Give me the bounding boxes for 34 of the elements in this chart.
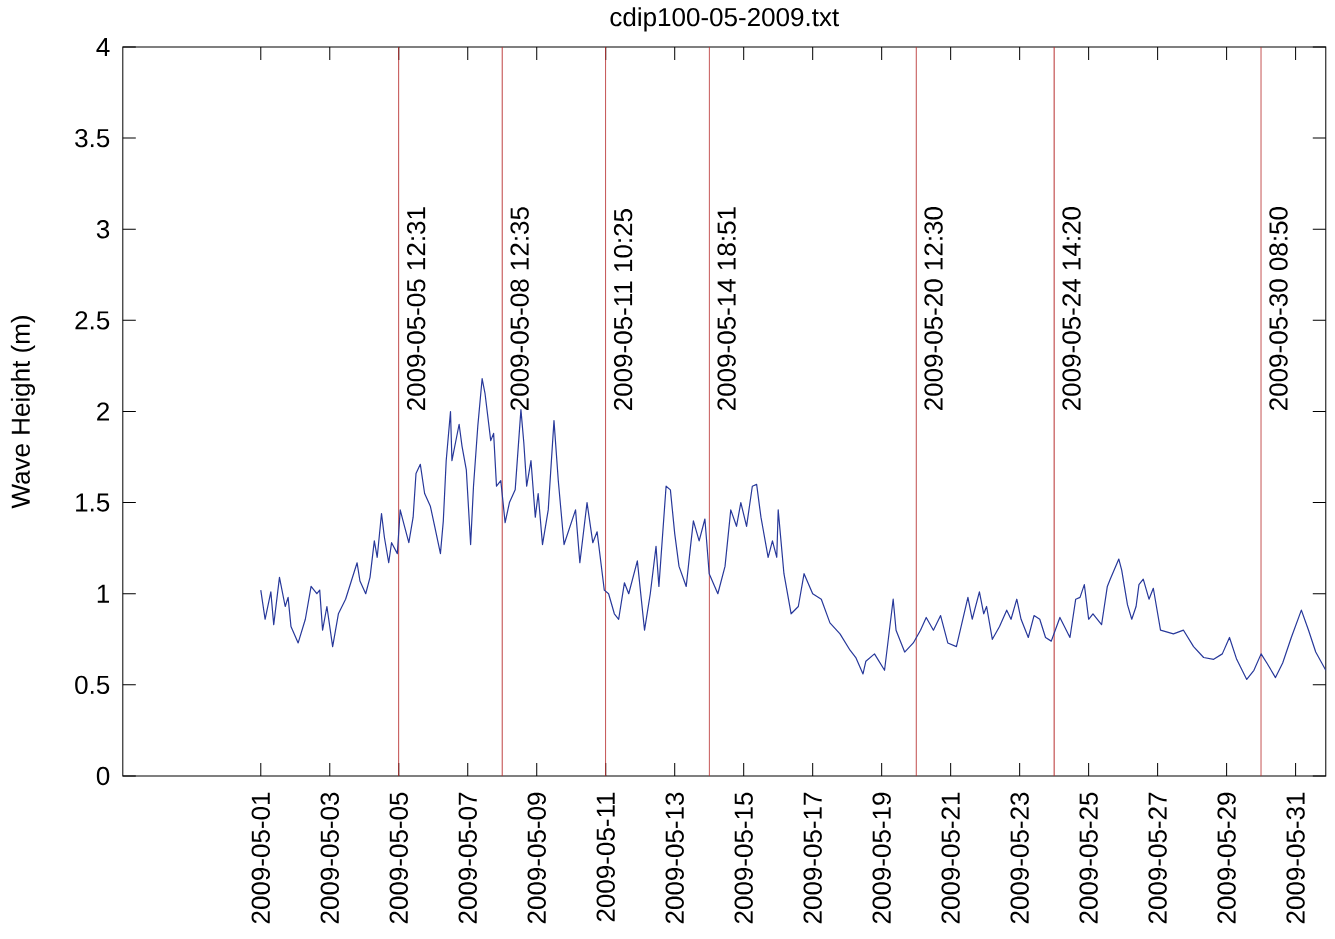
chart-title: cdip100-05-2009.txt [610,7,839,32]
y-tick-label: 2 [97,402,109,421]
x-tick-label: 2009-05-19 [872,792,891,924]
y-tick-label: 2.5 [75,311,110,330]
x-tick-label: 2009-05-27 [1148,792,1167,924]
x-tick-label: 2009-05-09 [527,792,546,924]
x-tick-label: 2009-05-05 [389,792,408,924]
y-tick-label: 1.5 [76,493,110,512]
x-tick-label: 2009-05-31 [1286,792,1305,924]
y-tick-label: 4 [96,38,110,56]
x-tick-label: 2009-05-29 [1217,792,1236,924]
y-axis-title: Wave Height (m) [10,316,36,509]
y-tick-label: 3 [96,220,110,239]
ref-line-label: 2009-05-24 14:20 [1062,207,1081,410]
y-tick-label: 1 [97,584,110,603]
x-tick-label: 2009-05-17 [803,792,822,924]
x-tick-label: 2009-05-13 [665,792,684,924]
y-tick-label: 3.5 [75,128,110,148]
x-tick-label: 2009-05-01 [251,792,270,924]
ref-line-label: 2009-05-20 12:30 [924,207,943,410]
ref-line-label: 2009-05-30 08:50 [1269,207,1288,410]
ref-line-label: 2009-05-05 12:31 [406,207,426,410]
ref-line-label: 2009-05-14 18:51 [717,207,736,410]
x-tick-label: 2009-05-15 [734,792,753,924]
y-tick-label: 0.5 [75,675,110,695]
ref-line-label: 2009-05-08 12:35 [510,207,529,410]
x-tick-label: 2009-05-25 [1079,792,1098,924]
x-tick-label: 2009-05-21 [941,792,960,924]
ref-line-label: 2009-05-11 10:25 [613,209,633,410]
x-tick-label: 2009-05-11 [596,792,615,922]
x-tick-label: 2009-05-23 [1010,792,1029,924]
x-tick-label: 2009-05-07 [458,792,477,924]
x-tick-label: 2009-05-03 [320,792,339,924]
y-tick-label: 0 [96,766,110,786]
